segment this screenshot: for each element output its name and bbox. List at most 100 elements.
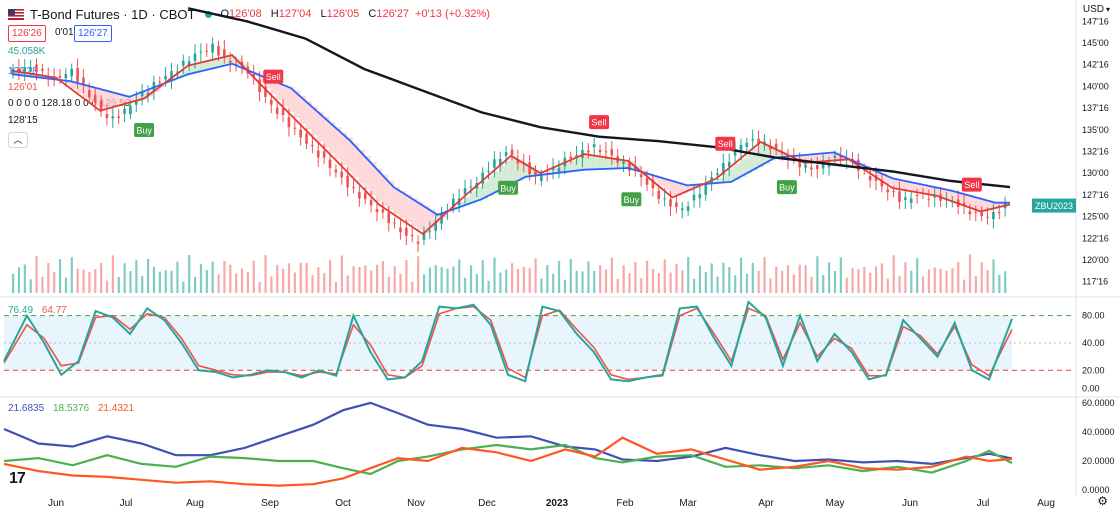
- volume-bar: [593, 270, 596, 293]
- volume-bar: [252, 260, 255, 293]
- cloud-segment: [176, 74, 183, 79]
- cloud-segment: [199, 62, 207, 72]
- candle-body: [510, 149, 514, 156]
- volume-bar: [646, 260, 649, 293]
- cloud-segment: [299, 95, 307, 124]
- candle-body: [64, 74, 68, 79]
- cloud-segment: [70, 81, 78, 89]
- volume-bar: [417, 256, 420, 293]
- cloud-segment: [763, 143, 770, 165]
- dmi-plus-line: [3, 401, 1013, 466]
- candle-body: [780, 151, 784, 154]
- volume-bar: [452, 266, 455, 293]
- cloud-segment: [822, 153, 829, 162]
- cloud-segment: [411, 198, 418, 227]
- volume-bar: [874, 266, 878, 293]
- candle-body: [968, 211, 972, 215]
- volume-bars: [12, 254, 1007, 293]
- currency-selector[interactable]: USD ▾: [1082, 4, 1110, 15]
- volume-bar: [951, 268, 954, 293]
- candle-body: [199, 51, 203, 53]
- symbol-tag-label: ZBU2023: [1035, 201, 1073, 211]
- cloud-segment: [857, 162, 864, 166]
- candle-body: [164, 76, 167, 80]
- cloud-segment: [968, 195, 976, 208]
- signal-label: Buy: [779, 183, 795, 193]
- cloud-segment: [493, 171, 500, 194]
- candle-body: [287, 117, 291, 128]
- volume-bar: [428, 267, 432, 293]
- candle-body: [381, 209, 385, 213]
- volume-bar: [340, 255, 343, 293]
- candle-body: [663, 198, 666, 200]
- price-tag-2: 126'01: [8, 82, 38, 93]
- candle-body: [252, 74, 255, 78]
- volume-bar: [892, 255, 895, 293]
- cloud-segment: [604, 157, 612, 169]
- cloud-segment: [616, 159, 624, 169]
- cloud-segment: [651, 174, 659, 181]
- candle-body: [962, 202, 966, 205]
- cloud-segment: [1004, 202, 1011, 206]
- volume-bar: [945, 270, 948, 293]
- volume-bar: [129, 271, 132, 293]
- cloud-segment: [282, 84, 289, 107]
- cloud-segment: [41, 75, 48, 78]
- volume-bar: [88, 272, 91, 293]
- cloud-segment: [898, 179, 905, 190]
- volume-label: 45.058K: [8, 46, 46, 57]
- buy-price-button[interactable]: 126'27: [74, 25, 112, 42]
- volume-bar: [334, 281, 338, 293]
- cloud-segment: [287, 86, 295, 113]
- cloud-segment: [933, 186, 941, 196]
- volume-bar: [217, 274, 220, 293]
- volume-bar: [141, 276, 144, 293]
- sell-signal-badge: [589, 115, 610, 130]
- collapse-legend-button[interactable]: ︿: [8, 132, 28, 148]
- cloud-segment: [47, 76, 54, 79]
- month-tick-label: Jun: [902, 498, 918, 509]
- cloud-segment: [581, 155, 588, 171]
- signal-label: Buy: [500, 183, 516, 193]
- cloud-segment: [710, 180, 718, 184]
- cloud-segment: [152, 87, 160, 92]
- buy-signal-badge: [776, 180, 797, 195]
- cloud-segment: [240, 64, 248, 68]
- cloud-segment: [622, 160, 629, 169]
- volume-bar: [546, 265, 549, 293]
- volume-bar: [493, 257, 496, 293]
- candle-body: [657, 190, 661, 199]
- cloud-segment: [698, 184, 706, 187]
- dmi-plus-value: 21.6835: [8, 403, 45, 414]
- cloud-segment: [646, 173, 653, 176]
- volume-bar: [370, 270, 373, 293]
- candle-body: [757, 138, 760, 145]
- stoch-tick-label: 40.00: [1082, 338, 1105, 348]
- volume-bar: [851, 267, 854, 293]
- candle-body: [862, 168, 866, 170]
- candle-body: [41, 68, 44, 71]
- candle-body: [575, 155, 578, 158]
- sell-price-button[interactable]: 126'26: [8, 25, 46, 42]
- candle-body: [880, 180, 884, 187]
- candle-body: [293, 127, 297, 129]
- volume-bar: [12, 274, 15, 293]
- cloud-segment: [329, 121, 336, 154]
- cloud-segment: [399, 190, 406, 219]
- symbol-title[interactable]: T-Bond Futures · 1D · CBOT: [30, 6, 196, 22]
- volume-bar: [135, 260, 138, 293]
- cloud-segment: [293, 90, 301, 118]
- candle-body: [716, 173, 719, 176]
- cloud-segment: [786, 154, 794, 157]
- candle-body: [70, 68, 74, 77]
- volume-bar: [346, 275, 349, 293]
- candle-body: [240, 61, 244, 66]
- settings-gear-icon[interactable]: ⚙: [1097, 494, 1108, 508]
- candle-body: [146, 92, 150, 97]
- candle-body: [857, 159, 860, 171]
- cloud-segment: [927, 185, 935, 195]
- cloud-segment: [951, 190, 958, 201]
- volume-bar: [464, 277, 467, 293]
- volume-bar: [616, 278, 619, 293]
- volume-bar: [927, 269, 931, 293]
